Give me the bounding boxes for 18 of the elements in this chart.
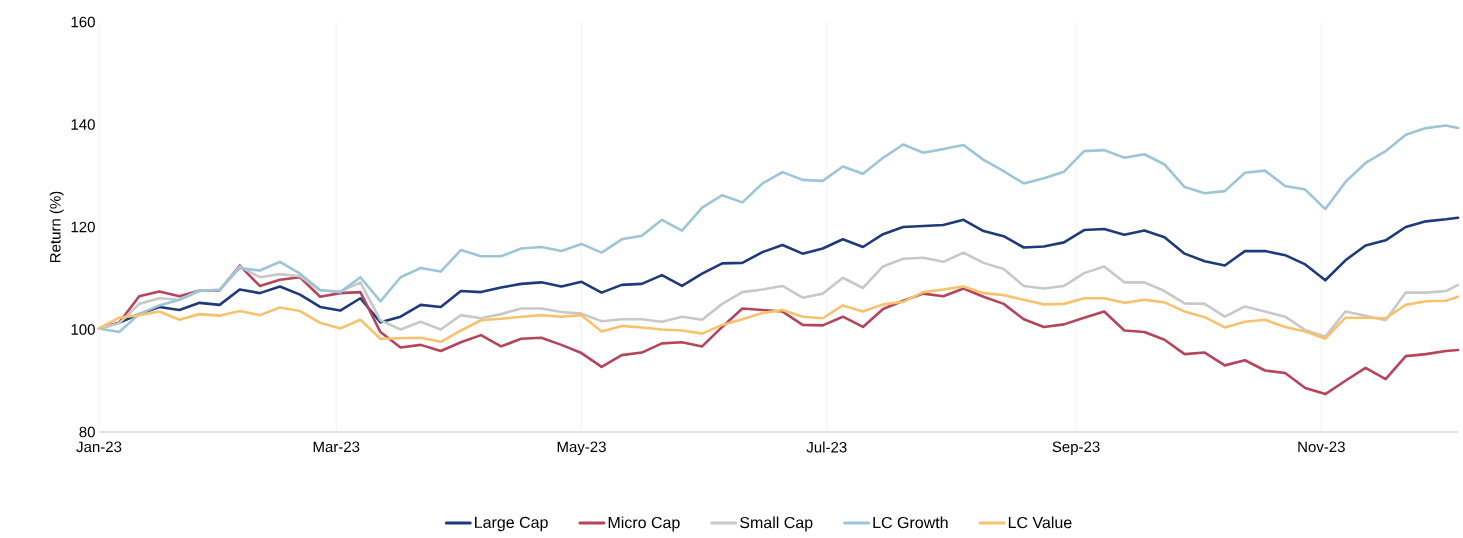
y-tick-label: 120: [71, 221, 95, 233]
x-tick-label: Jan-23: [76, 441, 122, 453]
y-axis-title: Return (%): [49, 191, 64, 263]
y-tick-label: 140: [71, 119, 95, 130]
x-tick-label: Mar-23: [313, 441, 360, 453]
line-series: [97, 124, 1460, 334]
legend-label: LC Value: [1008, 516, 1072, 529]
legend-label: Large Cap: [475, 516, 548, 532]
x-tick-label: Sep-23: [1052, 441, 1100, 456]
legend-label: Small Cap: [740, 516, 813, 532]
x-tick-label: Nov-23: [1298, 441, 1345, 453]
x-tick-label: Jul-23: [806, 441, 847, 453]
legend-label: Micro Cap: [608, 516, 680, 532]
y-tick-label: 160: [71, 16, 95, 28]
y-tick-label: 100: [71, 324, 95, 335]
legend-label: LC Growth: [873, 516, 948, 529]
x-tick-label: May-23: [557, 441, 606, 456]
y-tick-label: 80: [79, 426, 95, 438]
